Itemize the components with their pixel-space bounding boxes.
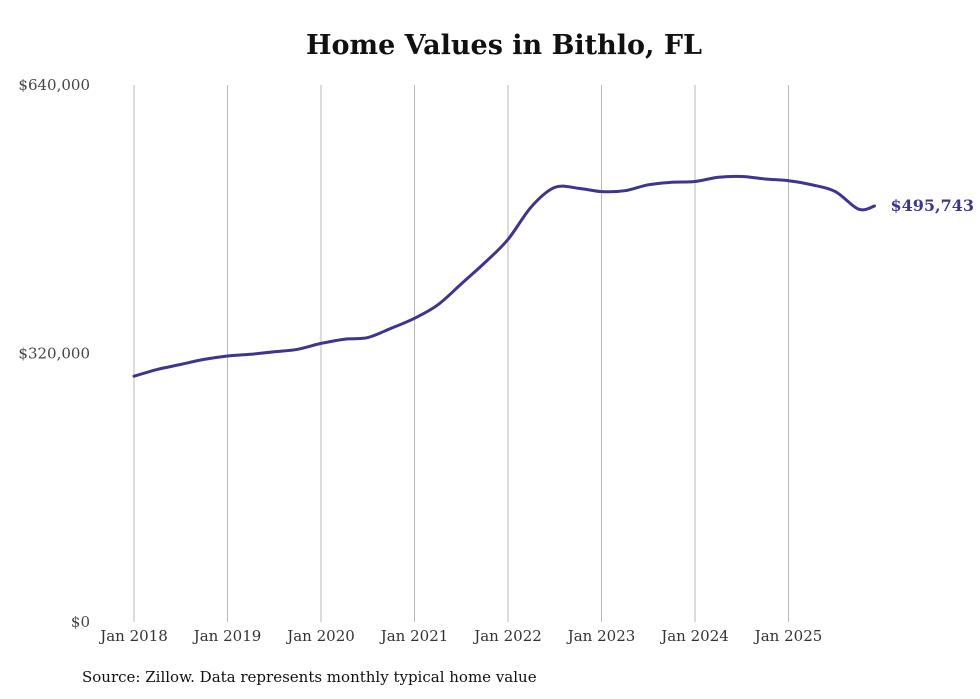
x-tick-label: Jan 2020 [285,627,355,645]
chart-title: Home Values in Bithlo, FL [306,30,702,61]
x-tick-label: Jan 2019 [192,627,262,645]
end-value-label: $495,743 [891,196,975,215]
y-tick-label: $320,000 [18,345,90,363]
x-axis-ticks: Jan 2018 Jan 2019 Jan 2020 Jan 2021 Jan 2022… [98,627,822,645]
y-tick-label: $0 [71,613,90,631]
gridlines [133,85,789,622]
x-tick-label: Jan 2025 [753,627,823,645]
x-tick-label: Jan 2023 [566,627,636,645]
source-note: Source: Zillow. Data represents monthly … [82,668,537,686]
y-axis-ticks: $0 $320,000 $640,000 [18,76,90,631]
series-line-home-value [132,174,876,378]
x-tick-label: Jan 2024 [659,627,729,645]
x-tick-label: Jan 2021 [379,627,449,645]
x-tick-label: Jan 2022 [472,627,542,645]
x-tick-label: Jan 2018 [98,627,168,645]
y-tick-label: $640,000 [18,76,90,94]
